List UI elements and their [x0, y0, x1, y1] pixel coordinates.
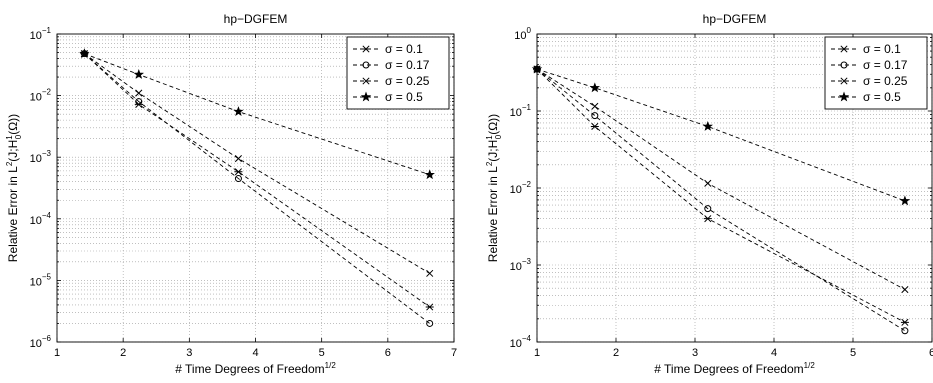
y-axis: 10−6 10−5 10−4 10−3 10−2 10−1 [30, 26, 454, 350]
data-point [425, 303, 434, 311]
data-point [133, 69, 144, 79]
x-tick-label: 3 [692, 347, 698, 359]
series-line [84, 53, 430, 308]
right-chart-panel: 1 2 3 4 5 6 10−4 10−3 10−2 10−1 100 hp−DGFEM # Time … [485, 12, 933, 376]
legend-marker [360, 91, 372, 102]
legend-entry: σ = 0.17 [863, 58, 908, 72]
legend: σ = 0.1 σ = 0.17 σ = 0.25 σ = 0.5 [346, 36, 450, 110]
data-point [704, 179, 712, 187]
data-point [591, 112, 599, 120]
legend-marker [362, 61, 370, 69]
x-tick-label: 2 [120, 347, 126, 359]
data-point [531, 63, 543, 74]
y-tick-label: 10−4 [30, 211, 52, 227]
series-line [536, 68, 906, 323]
y-axis: 10−4 10−3 10−2 10−1 100 [510, 26, 932, 350]
legend-marker [838, 91, 850, 102]
legend-marker [362, 45, 370, 53]
data-point [590, 122, 599, 131]
y-tick-label: 10−5 [30, 272, 52, 288]
x-tick-label: 6 [385, 347, 391, 359]
data-point [234, 168, 243, 176]
x-tick-label: 1 [534, 347, 540, 359]
series-line [84, 53, 430, 274]
legend-entry: σ = 0.25 [385, 74, 430, 88]
y-axis-label: Relative Error in L2(J;H10(Ω)) [485, 114, 503, 262]
y-tick-label: 10−2 [510, 180, 532, 196]
x-tick-label: 7 [451, 347, 457, 359]
x-tick-label: 6 [929, 347, 933, 359]
legend-entry: σ = 0.17 [385, 58, 430, 72]
data-point [704, 205, 712, 213]
legend-marker [840, 45, 848, 53]
data-point [702, 120, 713, 131]
data-point [901, 327, 909, 335]
data-point [135, 98, 143, 106]
x-tick-label: 4 [252, 347, 258, 359]
data-point [79, 48, 90, 59]
legend-entry: σ = 0.1 [385, 42, 423, 56]
data-point [424, 169, 435, 180]
y-tick-label: 10−1 [510, 103, 532, 119]
legend-entry: σ = 0.5 [863, 90, 901, 104]
data-point [426, 269, 434, 277]
grid-lines [56, 34, 455, 343]
data-point [589, 82, 601, 93]
legend-marker [840, 61, 848, 69]
data-point [234, 155, 242, 163]
series-line [536, 68, 906, 290]
y-tick-label: 10−2 [30, 88, 52, 104]
data-point [234, 175, 242, 183]
chart-title: hp−DGFEM [703, 12, 767, 26]
x-tick-label: 5 [319, 347, 325, 359]
x-tick-label: 2 [613, 347, 619, 359]
legend: σ = 0.1 σ = 0.17 σ = 0.25 σ = 0.5 [824, 36, 928, 110]
series-line [84, 53, 430, 176]
y-axis-label: Relative Error in L2(J;H10(Ω)) [5, 114, 23, 262]
x-axis-label: # Time Degrees of Freedom1/2 [654, 361, 815, 376]
data-point [901, 285, 909, 294]
y-tick-label: 10−4 [510, 334, 532, 350]
series-line [84, 53, 430, 324]
series-line [536, 68, 906, 202]
data-point [135, 89, 143, 97]
y-tick-label: 10−3 [510, 257, 532, 273]
data-point [591, 102, 599, 110]
y-tick-label: 10−3 [30, 149, 52, 165]
legend-entry: σ = 0.1 [863, 42, 901, 56]
x-axis: 1 2 3 4 5 6 7 [54, 34, 457, 359]
chart-title: hp−DGFEM [224, 12, 288, 26]
series-line [536, 68, 906, 332]
x-axis-label: # Time Degrees of Freedom1/2 [175, 361, 336, 376]
x-tick-label: 1 [54, 347, 60, 359]
x-tick-label: 4 [771, 347, 777, 359]
data-point [426, 319, 434, 327]
series-group [79, 48, 435, 327]
legend-entry: σ = 0.25 [863, 74, 908, 88]
y-tick-label: 10−6 [30, 334, 52, 350]
x-tick-label: 5 [850, 347, 856, 359]
legend-entry: σ = 0.5 [385, 90, 423, 104]
x-tick-label: 3 [186, 347, 192, 359]
y-tick-label: 100 [514, 26, 531, 42]
legend-marker [840, 77, 848, 85]
data-point [900, 318, 909, 326]
data-point [899, 195, 911, 206]
data-point [703, 215, 712, 223]
data-point [233, 106, 244, 117]
left-chart-panel: 1 2 3 4 5 6 7 10−6 10−5 10−4 10−3 10−2 10−1 hp−DGFEM #… [5, 12, 457, 376]
y-tick-label: 10−1 [30, 26, 52, 42]
series-group [531, 63, 911, 335]
legend-marker [362, 77, 370, 85]
